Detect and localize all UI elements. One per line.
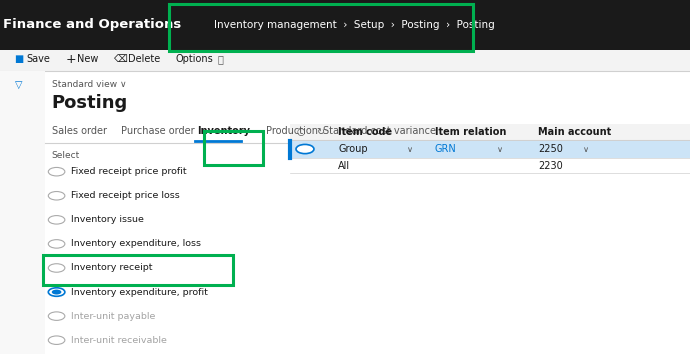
Text: ↻: ↻	[316, 127, 324, 137]
Text: Item relation: Item relation	[435, 127, 506, 137]
Text: Standard cost variance: Standard cost variance	[323, 126, 436, 136]
Text: Inventory expenditure, loss: Inventory expenditure, loss	[71, 239, 201, 249]
Text: Save: Save	[26, 55, 50, 64]
Circle shape	[52, 290, 61, 295]
Text: Select: Select	[52, 151, 80, 160]
FancyBboxPatch shape	[290, 124, 690, 140]
Circle shape	[48, 336, 65, 344]
Text: Inventory receipt: Inventory receipt	[71, 263, 152, 273]
Text: Posting: Posting	[52, 94, 128, 112]
Text: ∨: ∨	[497, 144, 503, 154]
Text: Options: Options	[176, 55, 214, 64]
FancyBboxPatch shape	[0, 71, 45, 354]
Circle shape	[48, 264, 65, 272]
Text: 2250: 2250	[538, 144, 563, 154]
Text: Item code: Item code	[338, 127, 392, 137]
Circle shape	[48, 288, 65, 296]
Text: +: +	[66, 53, 76, 66]
Circle shape	[296, 144, 314, 154]
Text: ▽: ▽	[15, 80, 23, 90]
Text: Sales order: Sales order	[52, 126, 107, 136]
Text: Inter-unit receivable: Inter-unit receivable	[71, 336, 167, 345]
Text: GRN: GRN	[435, 144, 457, 154]
Text: Fixed receipt price loss: Fixed receipt price loss	[71, 191, 180, 200]
Circle shape	[48, 192, 65, 200]
Text: ■: ■	[14, 55, 23, 64]
Text: Main account: Main account	[538, 127, 611, 137]
Text: Inventory issue: Inventory issue	[71, 215, 144, 224]
FancyBboxPatch shape	[0, 0, 690, 50]
Text: Production: Production	[266, 126, 317, 136]
Text: ∨: ∨	[407, 144, 413, 154]
FancyBboxPatch shape	[0, 50, 690, 71]
Text: All: All	[338, 161, 351, 171]
Text: ∨: ∨	[583, 144, 589, 154]
Text: Finance and Operations: Finance and Operations	[3, 18, 181, 31]
Text: New: New	[77, 55, 99, 64]
Text: Fixed receipt price profit: Fixed receipt price profit	[71, 167, 187, 176]
Circle shape	[48, 167, 65, 176]
FancyBboxPatch shape	[290, 141, 690, 158]
Text: Inventory expenditure, profit: Inventory expenditure, profit	[71, 287, 208, 297]
Text: 2230: 2230	[538, 161, 563, 171]
Text: 🔍: 🔍	[217, 55, 224, 64]
Text: ⌫: ⌫	[114, 55, 128, 64]
Text: ○: ○	[297, 127, 305, 137]
Circle shape	[48, 216, 65, 224]
Text: Inventory management  ›  Setup  ›  Posting  ›  Posting: Inventory management › Setup › Posting ›…	[214, 20, 495, 30]
Text: Standard view ∨: Standard view ∨	[52, 80, 126, 90]
Circle shape	[48, 312, 65, 320]
Text: Delete: Delete	[128, 55, 160, 64]
Text: Inventory: Inventory	[197, 126, 250, 136]
Text: Purchase order: Purchase order	[121, 126, 195, 136]
Text: Inter-unit payable: Inter-unit payable	[71, 312, 155, 321]
Text: Group: Group	[338, 144, 368, 154]
Circle shape	[48, 240, 65, 248]
